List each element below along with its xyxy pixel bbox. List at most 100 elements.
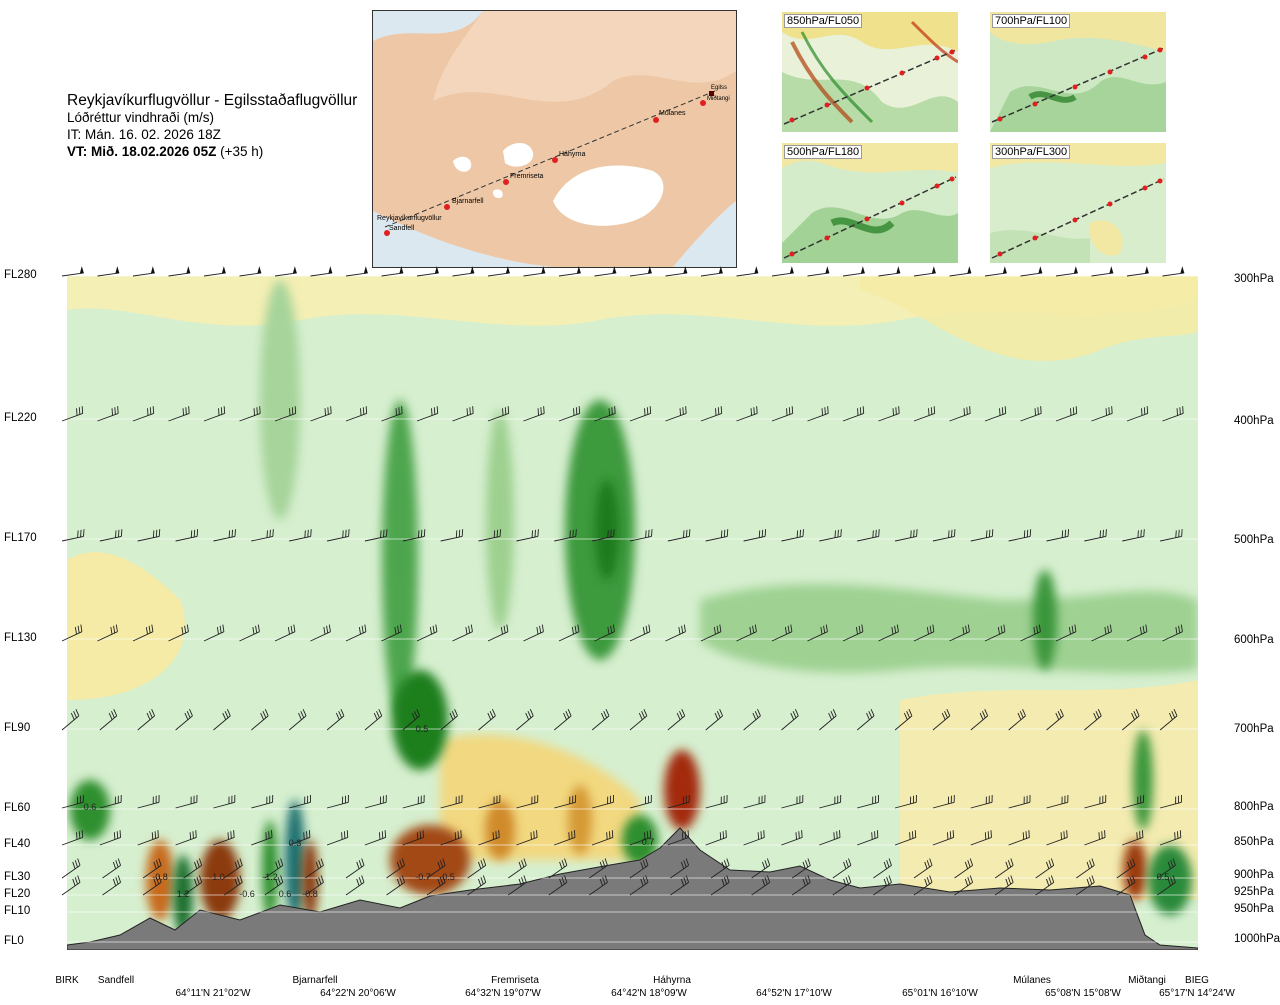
map-label-egilss: Egilss (711, 85, 727, 91)
wind-barb (970, 830, 992, 846)
wind-barb (913, 266, 936, 277)
panel-300hpa-label: 300hPa/FL300 (992, 145, 1071, 159)
plume-bjarnarfell-core (392, 670, 448, 770)
wind-barb (932, 709, 951, 731)
plume-fremriseta-core (595, 480, 619, 580)
wind-barb (1020, 266, 1043, 277)
wind-barb (842, 406, 865, 422)
wind-barb (1159, 830, 1182, 846)
wind-barb (426, 858, 446, 879)
panel-700hpa-label: 700hPa/FL100 (992, 14, 1071, 28)
chart-title: Reykjavíkurflugvöllur - Egilsstaðaflugvö… (67, 92, 358, 109)
wind-barb (326, 795, 349, 809)
wind-barb (954, 858, 974, 879)
contour-value-label: 0.7 (642, 837, 655, 847)
waypoint-label: Múlanes (1013, 975, 1051, 986)
wind-barb (970, 529, 994, 542)
wind-barb (629, 266, 652, 277)
wind-barb (700, 406, 723, 422)
wind-barb (175, 795, 198, 809)
wind-barb (467, 858, 487, 879)
wind-barb (516, 795, 539, 809)
wind-barb (670, 858, 690, 879)
coordinate-label: 64°52'N 17°10'W (756, 988, 832, 999)
waypoint-label: Fremriseta (491, 975, 539, 986)
wind-barb (743, 830, 765, 846)
wind-barb (878, 624, 899, 642)
panel-700hpa: 700hPa/FL100 (990, 12, 1166, 132)
wind-barb (102, 858, 122, 879)
wind-barb (954, 875, 974, 896)
field-layer (67, 276, 1198, 950)
wind-barb (842, 624, 864, 642)
wind-barb (203, 266, 226, 277)
wind-barb (1076, 875, 1095, 896)
wind-barb (213, 795, 236, 809)
wind-barb (203, 624, 225, 642)
wind-barb (61, 830, 84, 846)
contour-value-label: -1.2 (262, 872, 278, 882)
wind-barb (137, 709, 155, 731)
panel-300hpa-svg (990, 143, 1166, 263)
wind-barb (743, 709, 761, 731)
coordinate-label: 64°11'N 21°02'W (175, 988, 251, 999)
plume-midtangi (1133, 730, 1153, 830)
contour-value-label: -0.7 (415, 872, 431, 882)
contour-value-label: -0.8 (152, 872, 168, 882)
wind-barb (1126, 266, 1149, 277)
wind-barb (1084, 830, 1106, 846)
wind-barb (61, 529, 85, 542)
coordinate-label: 65°17'N 14°24'W (1159, 988, 1235, 999)
wind-barb (523, 624, 544, 642)
wind-barb (594, 624, 615, 642)
coordinate-label: 64°42'N 18°09'W (611, 988, 687, 999)
wind-barb (710, 875, 730, 896)
wind-barb (364, 529, 388, 542)
wind-barb (589, 875, 608, 896)
wind-barb (856, 709, 875, 731)
wind-barb (665, 406, 687, 422)
wind-barb (819, 795, 842, 809)
coordinate-label: 65°08'N 15°08'W (1045, 988, 1121, 999)
wind-barb (61, 875, 81, 896)
wind-barb (416, 624, 438, 642)
wind-barb (1122, 795, 1145, 809)
panel-850hpa-label: 850hPa/FL050 (784, 14, 863, 28)
upper-right-descent (860, 276, 1198, 362)
wind-barb (949, 624, 970, 642)
wind-barb (705, 795, 728, 809)
cell-down-3 (302, 840, 318, 920)
wind-barb (168, 624, 189, 642)
wind-barb (1008, 795, 1031, 809)
route-map-svg: Reykjavíkurflugvöllur Sandfell Bjarnarfe… (373, 11, 736, 267)
wind-barb (310, 406, 332, 422)
wind-barb (61, 406, 84, 422)
wind-barb (629, 709, 648, 731)
valid-time-bold: VT: Mið. 18.02.2026 05Z (67, 144, 217, 159)
wind-barb (487, 406, 510, 422)
wind-barb (771, 266, 794, 277)
cell-up-bieg (1148, 845, 1192, 915)
wind-barb (345, 858, 365, 879)
wind-barb (873, 858, 892, 879)
wind-barb (239, 406, 261, 422)
waypoint-label: Háhyrna (653, 975, 691, 986)
wind-barb (710, 858, 730, 879)
wind-barb (548, 875, 568, 896)
wind-barb (743, 529, 767, 542)
wind-barb (554, 795, 577, 809)
wind-barb (857, 529, 880, 542)
wind-barb (452, 624, 473, 642)
wind-barb (251, 830, 273, 846)
wind-barb (364, 830, 387, 846)
hpa-tick-label: 700hPa (1234, 723, 1274, 735)
wind-barb (478, 830, 500, 846)
wind-barb (452, 406, 474, 422)
wind-barb (1076, 858, 1095, 879)
contour-value-label: 0.6 (279, 889, 292, 899)
wind-barb (402, 709, 421, 731)
wind-barb (984, 266, 1007, 277)
hpa-tick-label: 400hPa (1234, 415, 1274, 427)
wind-barb (1126, 406, 1149, 422)
